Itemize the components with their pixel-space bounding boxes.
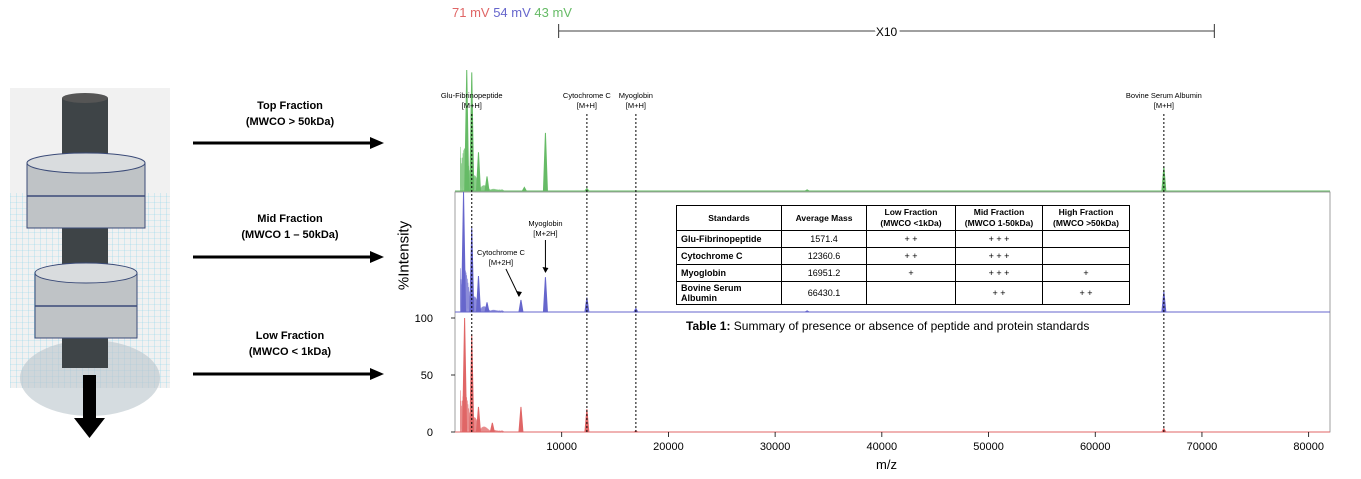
legend-entry-54mv: 54 mV xyxy=(493,5,531,20)
fraction-mid-mwco: (MWCO 1 – 50kDa) xyxy=(241,229,339,241)
spectrum-peak xyxy=(584,409,590,433)
table-caption-text: Summary of presence or absence of peptid… xyxy=(730,319,1090,333)
table-cell-mass: 16951.2 xyxy=(781,264,867,282)
x-axis-label: m/z xyxy=(876,457,897,472)
table-cell-high: + + xyxy=(1042,281,1130,305)
table-cell-high: + xyxy=(1042,264,1130,282)
spectrum-peak xyxy=(489,422,495,433)
spectrum-peak xyxy=(584,187,590,192)
fraction-low-mwco: (MWCO < 1kDa) xyxy=(248,346,332,358)
table-row: Cytochrome C 12360.6 + + + + + xyxy=(676,247,1130,265)
x-tick-label: 80000 xyxy=(1293,441,1324,453)
annotation-label: Bovine Serum Albumin xyxy=(1126,91,1202,100)
fraction-mid-name: Mid Fraction xyxy=(257,213,323,225)
annotation-ion: [M+H] xyxy=(1154,101,1174,110)
annotation-ion: [M+2H] xyxy=(533,229,557,238)
table-row: Glu-Fibrinopeptide 1571.4 + + + + + xyxy=(676,230,1130,248)
table-cell-mid: + + xyxy=(955,281,1043,305)
spectrum-peak xyxy=(462,317,468,433)
spectrum-peak xyxy=(521,186,527,192)
spectrum-peak xyxy=(584,297,590,313)
arrow-head-icon xyxy=(542,267,549,273)
x-tick-label: 40000 xyxy=(867,441,898,453)
y-tick-label: 50 xyxy=(421,370,433,382)
table-row: Myoglobin 16951.2 + + + + + xyxy=(676,264,1130,282)
fraction-top-name: Top Fraction xyxy=(257,100,323,112)
table-cell-low: + + xyxy=(866,247,956,265)
fraction-low-name: Low Fraction xyxy=(255,330,325,342)
table-cell-mass: 12360.6 xyxy=(781,247,867,265)
table-cell-high xyxy=(1042,247,1130,265)
table-caption-label: Table 1: xyxy=(686,319,731,333)
y-tick-label: 100 xyxy=(415,313,433,325)
chart-legend: 71 mV 54 mV 43 mV xyxy=(452,5,572,20)
spectrum-peak xyxy=(804,189,810,192)
arrow-right-icon xyxy=(193,251,384,263)
table-cell-mass: 1571.4 xyxy=(781,230,867,248)
spectrum-peak xyxy=(518,406,524,433)
fraction-top-mwco: (MWCO > 50kDa) xyxy=(245,116,335,128)
spectrum-noise-54-mV xyxy=(455,268,505,314)
spectrum-noise-71-mV xyxy=(455,390,505,434)
arrow-right-icon xyxy=(193,137,384,149)
arrow-head-icon xyxy=(515,291,522,297)
table-cell-mid: + + + xyxy=(955,230,1043,248)
table-cell-standard: Myoglobin xyxy=(676,264,782,282)
annotation-ion: [M+H] xyxy=(577,101,597,110)
table-cell-standard: Glu-Fibrinopeptide xyxy=(676,230,782,248)
table-cell-low: + + xyxy=(866,230,956,248)
annotation-label: Glu-Fibrinopeptide xyxy=(441,91,503,100)
spectrum-peak xyxy=(542,132,548,192)
x-tick-label: 50000 xyxy=(973,441,1004,453)
x-tick-label: 30000 xyxy=(760,441,791,453)
spectrum-peak xyxy=(475,152,481,192)
annotation-label: Myoglobin xyxy=(619,91,653,100)
annotation-ion: [M+2H] xyxy=(489,258,513,267)
x-tick-label: 20000 xyxy=(653,441,684,453)
table-header-cell: Mid Fraction (MWCO 1-50kDa) xyxy=(955,205,1043,231)
legend-entry-71mv: 71 mV xyxy=(452,5,490,20)
table-row: Bovine Serum Albumin 66430.1 + + + + xyxy=(676,281,1130,305)
annotation-label: Myoglobin xyxy=(528,219,562,228)
spectrum-peak xyxy=(475,275,481,313)
table-header-cell: Average Mass xyxy=(781,205,867,231)
table-cell-mid: + + + xyxy=(955,264,1043,282)
zoom-label: X10 xyxy=(876,25,898,39)
annotation-ion: [M+H] xyxy=(626,101,646,110)
table-cell-low: + xyxy=(866,264,956,282)
y-tick-label: 0 xyxy=(427,427,433,439)
filter-device-illustration xyxy=(10,88,170,438)
spectrum-peak xyxy=(484,176,490,192)
spectrum-peak xyxy=(518,299,524,313)
table-header-cell: Low Fraction (MWCO <1kDa) xyxy=(866,205,956,231)
arrow-right-icon xyxy=(193,368,384,380)
table-cell-high xyxy=(1042,230,1130,248)
standards-table: Standards Average Mass Low Fraction (MWCO… xyxy=(676,205,1130,305)
table-caption: Table 1: Summary of presence or absence … xyxy=(686,319,1089,333)
table-cell-standard: Cytochrome C xyxy=(676,247,782,265)
table-header-cell: Standards xyxy=(676,205,782,231)
table-cell-mass: 66430.1 xyxy=(781,281,867,305)
x-tick-label: 10000 xyxy=(546,441,577,453)
x-tick-label: 60000 xyxy=(1080,441,1111,453)
spectrum-peak xyxy=(804,310,810,313)
annotation-label: Cytochrome C xyxy=(477,248,526,257)
spectrum-peak xyxy=(475,406,481,433)
spectrum-peak xyxy=(542,277,548,313)
spectrum-peak xyxy=(461,191,467,313)
spectrum-peak xyxy=(484,302,490,313)
annotation-label: Cytochrome C xyxy=(563,91,612,100)
spectrum-peak xyxy=(464,69,470,192)
table-cell-low xyxy=(866,281,956,305)
legend-entry-43mv: 43 mV xyxy=(534,5,572,20)
annotation-ion: [M+H] xyxy=(462,101,482,110)
table-header-cell: High Fraction (MWCO >50kDa) xyxy=(1042,205,1130,231)
table-header-row: Standards Average Mass Low Fraction (MWCO… xyxy=(676,205,1130,231)
table-cell-mid: + + + xyxy=(955,247,1043,265)
table-cell-standard: Bovine Serum Albumin xyxy=(676,281,782,305)
x-tick-label: 70000 xyxy=(1187,441,1218,453)
y-axis-label: %Intensity xyxy=(395,220,413,291)
